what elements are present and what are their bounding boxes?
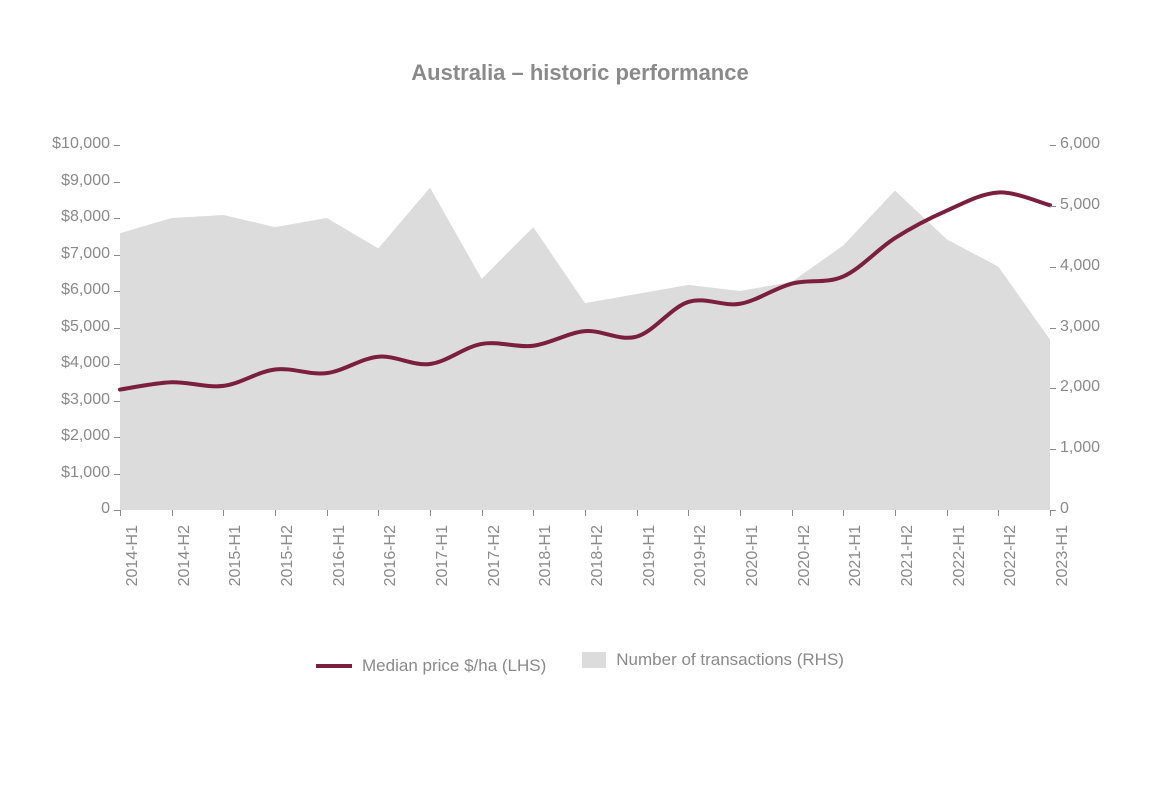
- y-right-tick-label: 4,000: [1060, 257, 1140, 275]
- legend-label: Median price $/ha (LHS): [362, 656, 546, 676]
- x-tick-mark: [1050, 510, 1051, 516]
- y-left-tick-label: $9,000: [20, 172, 110, 190]
- x-tick-mark: [998, 510, 999, 516]
- y-right-tick-mark: [1050, 449, 1056, 450]
- x-tick-mark: [327, 510, 328, 516]
- x-tick-mark: [688, 510, 689, 516]
- y-left-tick-mark: [114, 328, 120, 329]
- y-left-tick-label: $7,000: [20, 245, 110, 263]
- x-tick-mark: [482, 510, 483, 516]
- x-tick-label: 2015-H2: [279, 525, 297, 645]
- y-right-tick-label: 2,000: [1060, 378, 1140, 396]
- y-left-tick-label: $2,000: [20, 427, 110, 445]
- legend: Median price $/ha (LHS) Number of transac…: [0, 650, 1160, 676]
- x-tick-mark: [843, 510, 844, 516]
- y-right-tick-label: 6,000: [1060, 135, 1140, 153]
- x-tick-label: 2014-H2: [176, 525, 194, 645]
- x-tick-label: 2017-H1: [434, 525, 452, 645]
- y-left-tick-mark: [114, 474, 120, 475]
- y-right-tick-mark: [1050, 388, 1056, 389]
- y-left-tick-mark: [114, 218, 120, 219]
- x-tick-label: 2022-H2: [1002, 525, 1020, 645]
- legend-swatch-icon: [582, 652, 606, 668]
- y-right-tick-mark: [1050, 206, 1056, 207]
- x-tick-mark: [275, 510, 276, 516]
- x-tick-mark: [792, 510, 793, 516]
- x-tick-mark: [740, 510, 741, 516]
- x-tick-label: 2019-H2: [692, 525, 710, 645]
- y-left-tick-label: $10,000: [20, 135, 110, 153]
- chart-title: Australia – historic performance: [0, 60, 1160, 86]
- plot-area: 0$1,000$2,000$3,000$4,000$5,000$6,000$7,…: [120, 145, 1050, 510]
- x-tick-mark: [430, 510, 431, 516]
- legend-item: Median price $/ha (LHS): [316, 656, 546, 676]
- x-tick-label: 2021-H1: [847, 525, 865, 645]
- x-tick-label: 2017-H2: [486, 525, 504, 645]
- chart-container: Australia – historic performance 0$1,000…: [0, 0, 1160, 789]
- x-tick-mark: [378, 510, 379, 516]
- y-right-tick-label: 3,000: [1060, 318, 1140, 336]
- x-tick-mark: [172, 510, 173, 516]
- x-tick-mark: [533, 510, 534, 516]
- chart-svg: [120, 145, 1050, 510]
- y-left-tick-mark: [114, 291, 120, 292]
- x-tick-label: 2022-H1: [951, 525, 969, 645]
- y-right-tick-mark: [1050, 267, 1056, 268]
- y-right-tick-label: 1,000: [1060, 439, 1140, 457]
- y-left-tick-mark: [114, 401, 120, 402]
- y-left-tick-label: $4,000: [20, 354, 110, 372]
- x-tick-label: 2018-H1: [537, 525, 555, 645]
- y-left-tick-mark: [114, 182, 120, 183]
- x-tick-mark: [223, 510, 224, 516]
- y-right-tick-mark: [1050, 145, 1056, 146]
- x-tick-mark: [637, 510, 638, 516]
- legend-label: Number of transactions (RHS): [616, 650, 844, 670]
- y-left-tick-label: $6,000: [20, 281, 110, 299]
- y-right-tick-label: 5,000: [1060, 196, 1140, 214]
- x-tick-label: 2016-H1: [331, 525, 349, 645]
- y-left-tick-label: $1,000: [20, 464, 110, 482]
- y-left-tick-mark: [114, 255, 120, 256]
- x-tick-label: 2018-H2: [589, 525, 607, 645]
- legend-line-icon: [316, 664, 352, 668]
- y-left-tick-label: $8,000: [20, 208, 110, 226]
- y-right-tick-mark: [1050, 328, 1056, 329]
- y-left-tick-label: 0: [20, 500, 110, 518]
- x-tick-label: 2020-H2: [796, 525, 814, 645]
- x-tick-label: 2019-H1: [641, 525, 659, 645]
- y-left-tick-label: $5,000: [20, 318, 110, 336]
- area-series: [120, 188, 1050, 510]
- legend-item: Number of transactions (RHS): [582, 650, 844, 670]
- y-left-tick-mark: [114, 145, 120, 146]
- x-tick-label: 2021-H2: [899, 525, 917, 645]
- y-right-tick-label: 0: [1060, 500, 1140, 518]
- x-tick-label: 2016-H2: [382, 525, 400, 645]
- x-tick-mark: [947, 510, 948, 516]
- x-tick-mark: [895, 510, 896, 516]
- x-tick-label: 2020-H1: [744, 525, 762, 645]
- x-tick-label: 2023-H1: [1054, 525, 1072, 645]
- y-left-tick-label: $3,000: [20, 391, 110, 409]
- x-tick-mark: [585, 510, 586, 516]
- y-left-tick-mark: [114, 437, 120, 438]
- y-left-tick-mark: [114, 364, 120, 365]
- x-tick-label: 2015-H1: [227, 525, 245, 645]
- x-tick-mark: [120, 510, 121, 516]
- x-tick-label: 2014-H1: [124, 525, 142, 645]
